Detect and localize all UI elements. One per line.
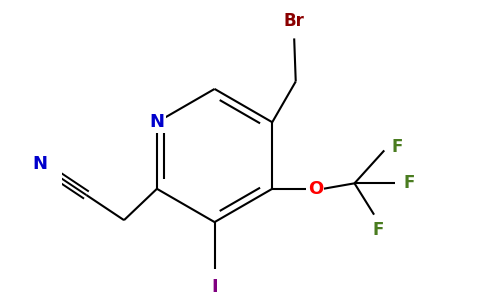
- Text: N: N: [150, 113, 165, 131]
- Text: O: O: [308, 180, 323, 198]
- Text: Br: Br: [284, 12, 304, 30]
- Text: F: F: [404, 174, 415, 192]
- Text: I: I: [212, 278, 218, 296]
- Text: N: N: [32, 155, 47, 173]
- Text: F: F: [392, 137, 403, 155]
- Text: F: F: [372, 221, 384, 239]
